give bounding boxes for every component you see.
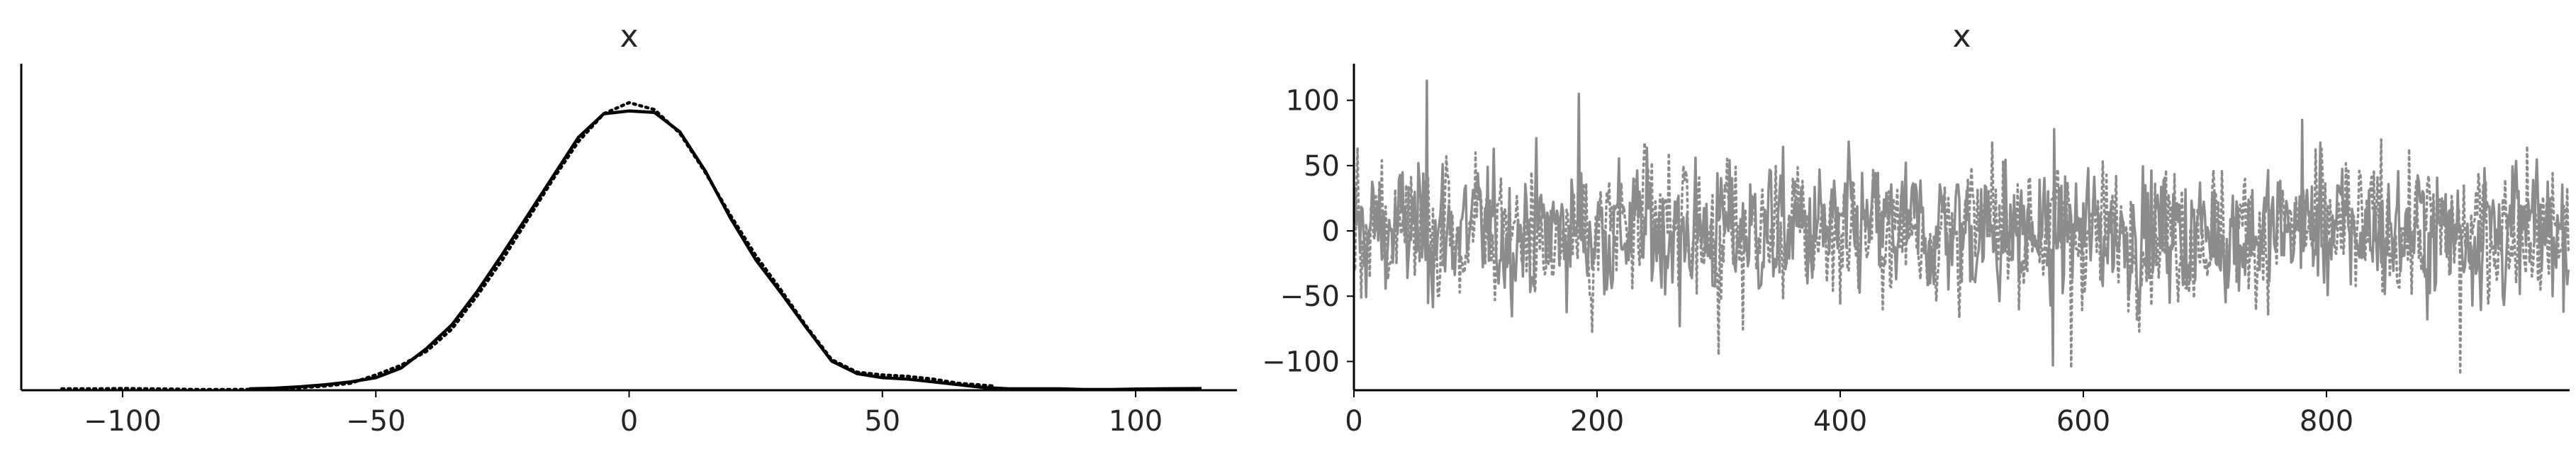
x-tick-label: 800 (2300, 405, 2353, 438)
x-tick-label: 600 (2056, 405, 2110, 438)
x-tick-label: 0 (620, 405, 638, 438)
x-tick-label: 200 (1570, 405, 1624, 438)
series-line-solid (249, 109, 1202, 392)
chart-title: x (1952, 18, 1971, 55)
y-tick-label: −100 (1262, 346, 1340, 378)
y-tick-label: −50 (1280, 280, 1340, 313)
x-tick-label: 50 (864, 405, 900, 438)
y-tick-label: 0 (1322, 215, 1340, 248)
series-line-dotted (60, 101, 996, 392)
chart-title: x (620, 18, 638, 55)
series-line-solid (1353, 79, 2570, 367)
trace-plot-panel: x 0 200 400 600 800 −100 −50 0 50 100 (1262, 18, 2570, 438)
x-tick-label: −50 (346, 405, 405, 438)
y-tick-label: 100 (1286, 85, 1340, 118)
x-tick-label: −100 (84, 405, 162, 438)
x-tick-label: 0 (1345, 405, 1362, 438)
series-line-dotted (1353, 138, 2570, 376)
density-plot-panel: x −100 −50 0 50 100 (20, 18, 1237, 438)
y-tick-label: 50 (1304, 150, 1340, 183)
x-tick-label: 100 (1109, 405, 1163, 438)
x-tick-label: 400 (1813, 405, 1867, 438)
